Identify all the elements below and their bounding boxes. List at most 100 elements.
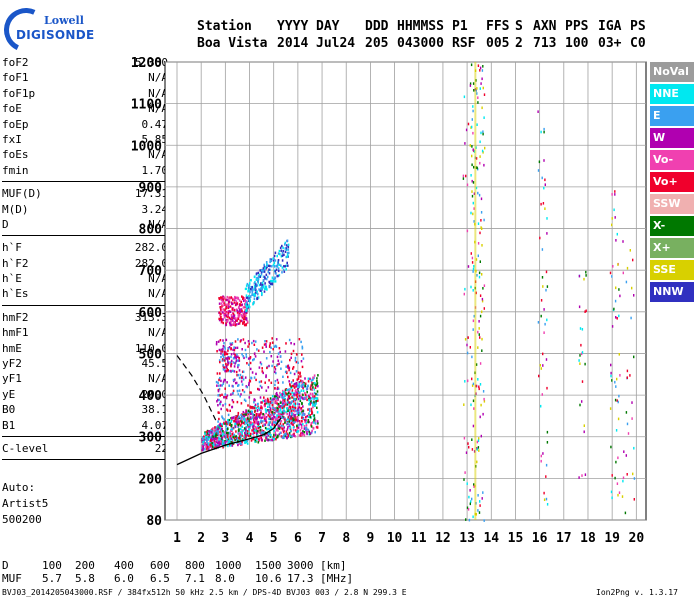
- header-col-label: P1: [452, 19, 468, 34]
- interference-point: [545, 288, 547, 292]
- interference-point: [615, 429, 618, 432]
- echo-point: [211, 446, 213, 449]
- echo-point: [244, 304, 247, 308]
- echo-point: [261, 401, 263, 404]
- echo-point: [254, 280, 256, 284]
- echo-point: [301, 380, 304, 383]
- param-row: hmF2 313.3: [2, 310, 168, 325]
- header-col-label: DDD: [365, 19, 389, 34]
- echo-point: [235, 355, 238, 358]
- echo-point: [207, 431, 210, 434]
- echo-point: [241, 303, 243, 306]
- echo-point: [272, 406, 274, 409]
- echo-point: [230, 353, 233, 356]
- echo-point: [253, 285, 256, 288]
- echo-point: [270, 259, 272, 263]
- echo-point: [266, 438, 268, 441]
- echo-point: [221, 429, 223, 433]
- echo-point: [265, 287, 267, 291]
- echo-point: [238, 299, 241, 302]
- param-row: h`E N/A: [2, 271, 168, 286]
- interference-point: [541, 248, 544, 251]
- echo-point: [257, 349, 260, 352]
- echo-point: [283, 253, 285, 256]
- echo-point: [249, 380, 252, 383]
- echo-point: [265, 357, 268, 360]
- echo-point: [313, 421, 315, 424]
- echo-point: [228, 418, 231, 422]
- echo-point: [249, 421, 252, 424]
- echo-point: [257, 292, 259, 296]
- echo-point: [299, 396, 302, 399]
- interference-point: [479, 362, 482, 365]
- echo-point: [224, 422, 226, 425]
- echo-point: [284, 421, 286, 424]
- interference-point: [468, 495, 470, 499]
- echo-point: [219, 439, 222, 443]
- echo-point: [249, 424, 252, 427]
- y-tick-label: 900: [139, 181, 163, 196]
- echo-point: [303, 413, 305, 416]
- echo-point: [308, 420, 310, 424]
- echo-point: [247, 306, 249, 309]
- echo-point: [313, 395, 316, 398]
- echo-point: [284, 417, 286, 420]
- echo-point: [230, 324, 232, 327]
- echo-point: [298, 375, 300, 378]
- echo-point: [290, 342, 292, 345]
- echo-point: [268, 264, 270, 267]
- echo-point: [273, 408, 276, 411]
- interference-point: [581, 352, 583, 356]
- echo-point: [311, 401, 314, 405]
- echo-point: [285, 244, 288, 247]
- echo-point: [235, 419, 238, 422]
- echo-point: [301, 353, 303, 356]
- interference-point: [466, 506, 469, 510]
- echo-point: [256, 430, 259, 433]
- echo-point: [249, 405, 251, 408]
- echo-point: [273, 424, 276, 427]
- echo-point: [261, 292, 263, 296]
- echo-point: [233, 349, 236, 352]
- param-value: 38.1: [141, 403, 169, 417]
- echo-point: [308, 403, 310, 406]
- echo-point: [247, 425, 249, 429]
- echo-point: [227, 312, 230, 315]
- echo-point: [316, 380, 318, 383]
- echo-point: [257, 275, 260, 278]
- header-col-value: 03+: [598, 36, 622, 51]
- echo-point: [313, 419, 315, 422]
- echo-point: [261, 370, 264, 373]
- echo-point: [227, 418, 229, 422]
- echo-point: [311, 383, 314, 386]
- echo-point: [296, 393, 299, 396]
- x-tick-label: 20: [629, 531, 645, 546]
- interference-point: [480, 226, 482, 229]
- echo-point: [282, 400, 284, 403]
- interference-point: [481, 77, 483, 81]
- interference-point: [622, 479, 624, 483]
- echo-point: [237, 359, 239, 362]
- param-value: 5.350: [134, 56, 168, 69]
- param-name: foF2: [2, 56, 29, 69]
- echo-point: [286, 432, 288, 435]
- param-value: N/A: [148, 102, 168, 116]
- echo-point: [300, 419, 303, 423]
- echo-point: [240, 380, 243, 383]
- header-col-value: RSF: [452, 36, 476, 51]
- interference-point: [483, 163, 485, 167]
- echo-point: [309, 415, 312, 419]
- echo-point: [238, 389, 241, 392]
- echo-point: [281, 271, 283, 274]
- echo-point: [266, 366, 268, 370]
- echo-point: [305, 388, 308, 391]
- echo-point: [224, 347, 226, 350]
- echo-point: [220, 407, 222, 411]
- echo-point: [289, 418, 292, 421]
- interference-point: [471, 448, 474, 451]
- echo-point: [229, 409, 231, 412]
- echo-point: [281, 395, 283, 399]
- echo-point: [240, 413, 242, 417]
- echo-point: [302, 423, 304, 426]
- echo-point: [240, 422, 243, 425]
